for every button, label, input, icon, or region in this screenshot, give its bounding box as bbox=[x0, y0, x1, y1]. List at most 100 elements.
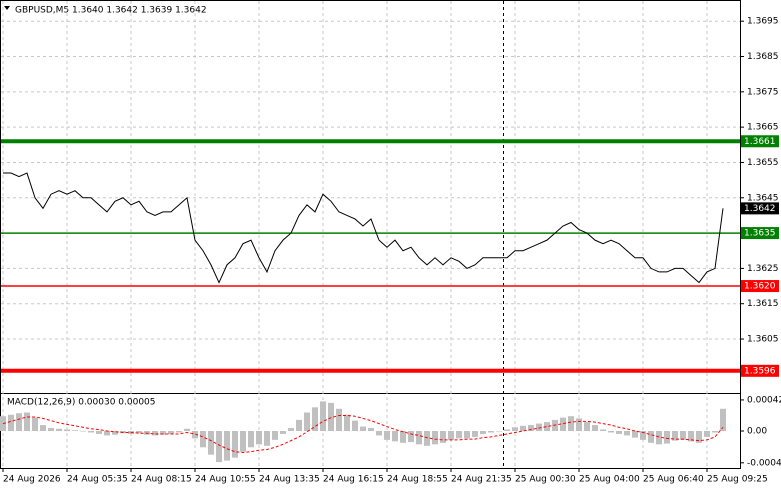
macd-bar bbox=[80, 431, 86, 432]
macd-bar bbox=[496, 431, 502, 432]
macd-bar bbox=[64, 429, 70, 431]
macd-bar bbox=[568, 416, 574, 431]
macd-bar bbox=[24, 412, 30, 431]
x-tick-label: 24 Aug 05:35 bbox=[67, 475, 128, 485]
symbol-menu-icon[interactable] bbox=[4, 6, 10, 10]
macd-bar bbox=[224, 431, 230, 461]
macd-bar bbox=[584, 422, 590, 431]
macd-bar bbox=[256, 431, 262, 445]
macd-bar bbox=[400, 431, 406, 443]
macd-bar bbox=[192, 431, 198, 439]
macd-bar bbox=[216, 431, 222, 463]
macd-bar bbox=[8, 414, 14, 431]
macd-bar bbox=[280, 431, 286, 434]
level-label-box bbox=[741, 364, 779, 377]
x-tick-label: 25 Aug 00:30 bbox=[515, 475, 576, 485]
macd-bar bbox=[96, 431, 102, 434]
macd-bar bbox=[136, 431, 142, 434]
macd-bar bbox=[472, 431, 478, 437]
macd-bar bbox=[336, 408, 342, 431]
y-tick-label: 1.3655 bbox=[747, 158, 779, 168]
macd-bar bbox=[616, 431, 622, 434]
macd-bar bbox=[608, 431, 614, 433]
macd-bar bbox=[640, 431, 646, 440]
level-label-box bbox=[741, 280, 779, 293]
macd-bar bbox=[688, 431, 694, 442]
macd-bar bbox=[464, 431, 470, 439]
macd-bar bbox=[392, 431, 398, 442]
macd-bar bbox=[720, 408, 726, 431]
macd-bar bbox=[40, 425, 46, 431]
chart-title: GBPUSD,M5 1.3640 1.3642 1.3639 1.3642 bbox=[15, 6, 207, 16]
macd-bar bbox=[296, 419, 302, 431]
macd-bar bbox=[72, 430, 78, 431]
macd-bar bbox=[328, 402, 334, 431]
level-label: 1.3596 bbox=[744, 366, 776, 376]
macd-bar bbox=[648, 431, 654, 443]
x-tick-label: 24 Aug 16:15 bbox=[323, 475, 384, 485]
macd-bar bbox=[632, 431, 638, 438]
y-tick-label: 1.3665 bbox=[747, 123, 779, 133]
x-tick-label: 24 Aug 21:35 bbox=[451, 475, 512, 485]
macd-bar bbox=[656, 431, 662, 445]
macd-bar bbox=[448, 431, 454, 440]
macd-bar bbox=[240, 431, 246, 452]
macd-bar bbox=[104, 431, 110, 436]
macd-bar bbox=[664, 431, 670, 444]
macd-bar bbox=[544, 422, 550, 431]
macd-bar bbox=[672, 431, 678, 441]
macd-bar bbox=[352, 420, 358, 431]
last-price-label: 1.3642 bbox=[744, 204, 776, 214]
macd-bar bbox=[576, 418, 582, 431]
x-tick-label: 24 Aug 18:55 bbox=[387, 475, 448, 485]
x-tick-label: 24 Aug 2026 bbox=[3, 475, 61, 485]
level-label-box bbox=[741, 135, 779, 148]
y-tick-label: 1.3695 bbox=[747, 17, 779, 27]
macd-bar bbox=[16, 413, 22, 431]
price-line bbox=[3, 172, 724, 284]
y-tick-label: 1.3605 bbox=[747, 335, 779, 345]
x-tick-label: 24 Aug 08:15 bbox=[131, 475, 192, 485]
macd-bar bbox=[88, 431, 94, 433]
macd-title: MACD(12,26,9) 0.00030 0.00005 bbox=[7, 398, 156, 408]
y-tick-label: -0.00043 bbox=[747, 458, 781, 468]
macd-bar bbox=[160, 431, 166, 435]
macd-bar bbox=[168, 431, 174, 434]
macd-bar bbox=[48, 428, 54, 431]
y-tick-label: 0.00 bbox=[747, 427, 767, 437]
x-tick-label: 24 Aug 10:55 bbox=[195, 475, 256, 485]
x-tick-label: 25 Aug 06:40 bbox=[643, 475, 704, 485]
macd-bar bbox=[384, 431, 390, 440]
macd-bar bbox=[264, 431, 270, 446]
x-tick-label: 25 Aug 09:25 bbox=[707, 475, 768, 485]
macd-bar bbox=[600, 429, 606, 431]
macd-bar bbox=[512, 427, 518, 431]
macd-bar bbox=[440, 431, 446, 443]
macd-bar bbox=[424, 431, 430, 446]
macd-bar bbox=[360, 426, 366, 431]
macd-bar bbox=[560, 417, 566, 431]
last-price-box bbox=[741, 202, 779, 215]
macd-bar bbox=[200, 431, 206, 448]
macd-bar bbox=[416, 431, 422, 445]
macd-bar bbox=[248, 431, 254, 448]
macd-bar bbox=[368, 428, 374, 431]
macd-bar bbox=[176, 431, 182, 433]
macd-bar bbox=[592, 425, 598, 431]
macd-bar bbox=[704, 431, 710, 437]
level-label: 1.3661 bbox=[744, 137, 776, 147]
macd-bar bbox=[624, 431, 630, 436]
x-tick-label: 24 Aug 13:35 bbox=[259, 475, 320, 485]
macd-bar bbox=[288, 428, 294, 431]
y-tick-label: 1.3685 bbox=[747, 52, 779, 62]
macd-bar bbox=[344, 414, 350, 431]
level-label-box bbox=[741, 227, 779, 240]
level-label: 1.3620 bbox=[744, 282, 776, 292]
macd-bar bbox=[152, 431, 158, 436]
y-tick-label: 1.3625 bbox=[747, 264, 779, 274]
y-tick-label: 1.3675 bbox=[747, 87, 779, 97]
macd-bar bbox=[520, 425, 526, 431]
macd-bar bbox=[536, 423, 542, 431]
y-tick-label: 1.3615 bbox=[747, 299, 779, 309]
macd-bar bbox=[272, 431, 278, 440]
